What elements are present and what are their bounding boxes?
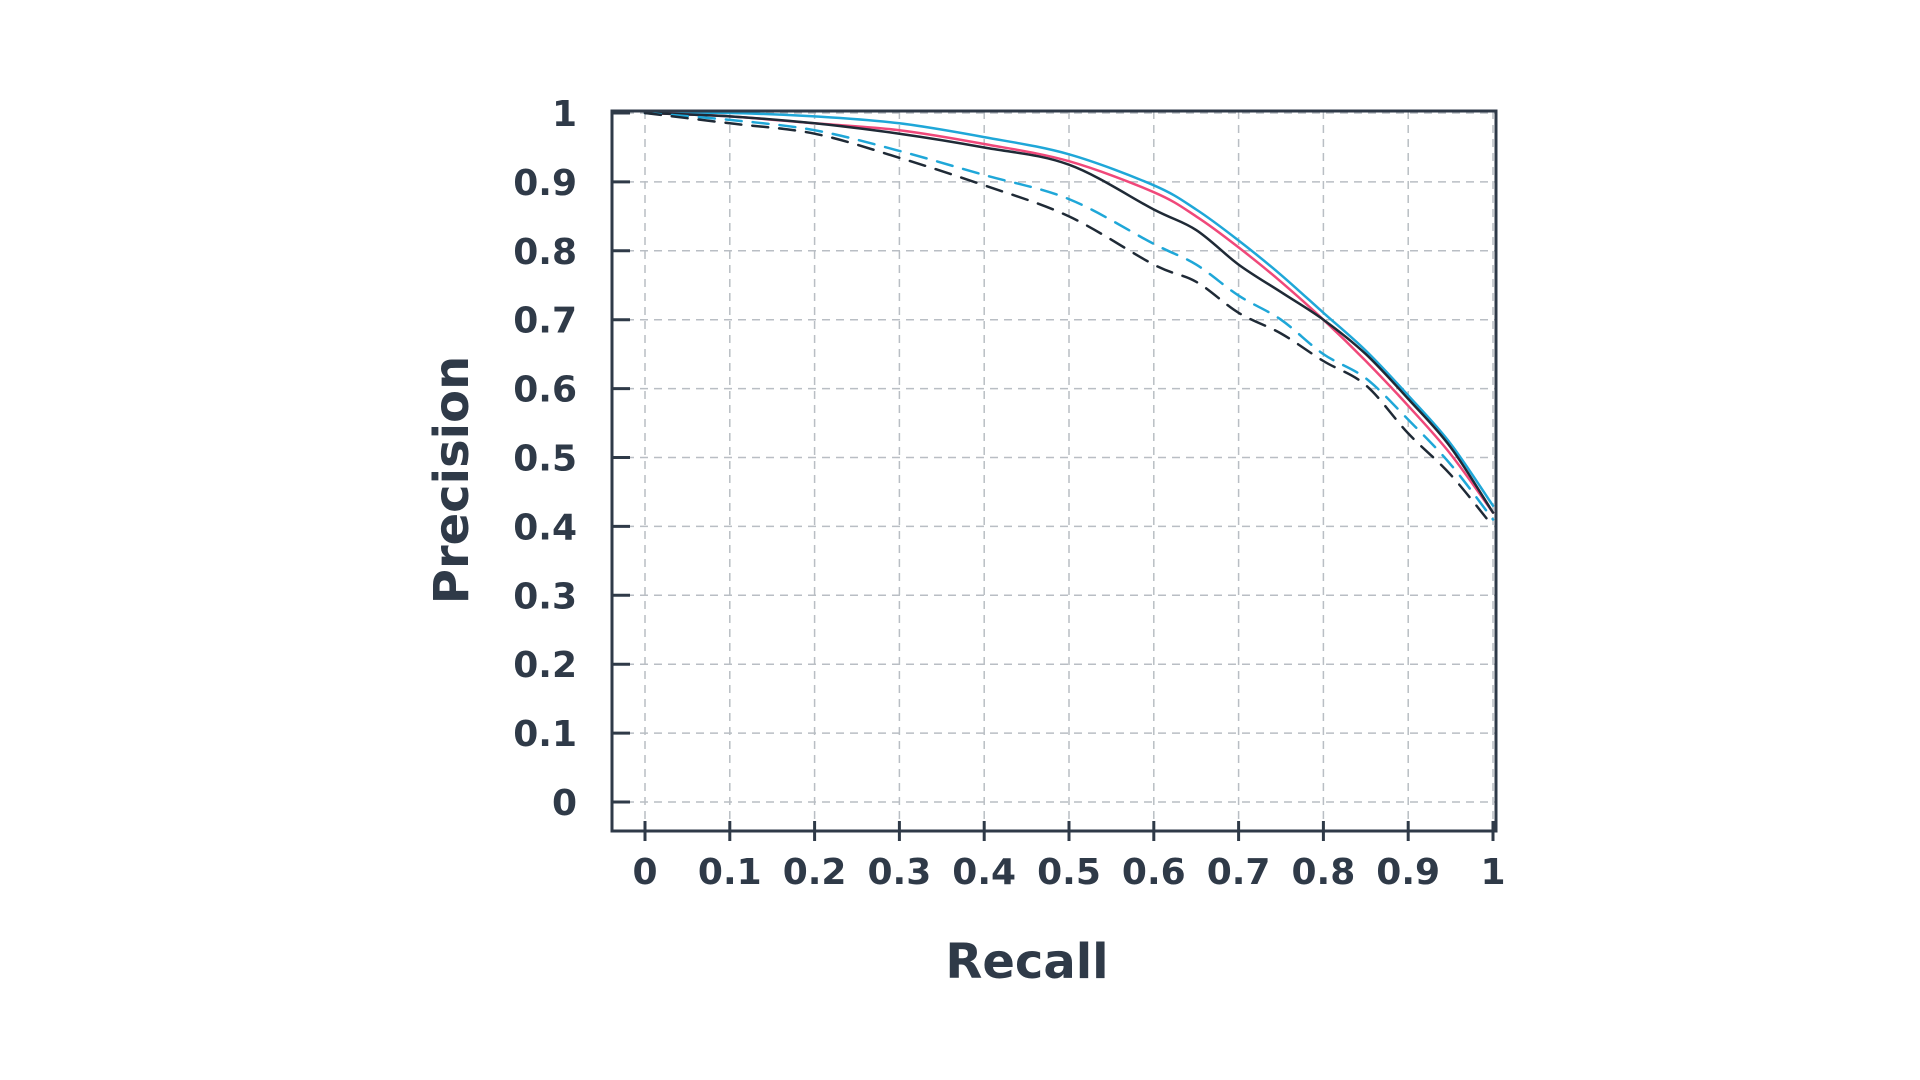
x-axis-title: Recall	[945, 934, 1108, 990]
series-line-1-solid	[643, 111, 1495, 507]
x-tick-label: 0.8	[1292, 852, 1356, 893]
x-tick-label: 0	[632, 852, 657, 893]
x-tick-label: 0.3	[868, 852, 932, 893]
x-tick-label: 0.4	[952, 852, 1016, 893]
y-tick-label: 0	[552, 783, 577, 824]
series-line-3-solid	[643, 111, 1495, 514]
x-tick-label: 0.6	[1122, 852, 1186, 893]
y-tick-label: 0.8	[513, 232, 577, 273]
x-tick-label: 0.7	[1207, 852, 1271, 893]
plot-frame	[610, 109, 1498, 833]
series-line-4-dashed	[643, 111, 1495, 521]
y-tick-label: 0.1	[513, 714, 577, 755]
y-tick-label: 0.6	[513, 370, 577, 411]
y-tick-label: 0.7	[513, 301, 577, 342]
x-tick-labels: 0 0.1 0.2 0.3 0.4 0.5 0.6 0.7 0.8 0.9 1	[632, 852, 1505, 893]
y-tick-label: 1	[552, 94, 577, 135]
y-tick-label: 0.3	[513, 576, 577, 617]
y-tick-label: 0.5	[513, 439, 577, 480]
x-tick-label: 0.1	[698, 852, 762, 893]
y-tick-label: 0.4	[513, 507, 577, 548]
x-tick-label: 0.9	[1376, 852, 1440, 893]
series-layer	[643, 111, 1495, 528]
grid-layer	[612, 111, 1496, 841]
y-tick-label: 0.2	[513, 645, 577, 686]
x-tick-label: 0.5	[1037, 852, 1101, 893]
x-tick-label: 1	[1480, 852, 1505, 893]
frame-layer	[610, 109, 1498, 833]
series-line-5-dashed	[643, 111, 1495, 528]
y-tick-labels: 0 0.1 0.2 0.3 0.4 0.5 0.6 0.7 0.8 0.9 1	[513, 94, 577, 824]
y-axis-title: Precision	[424, 356, 480, 604]
x-tick-label: 0.2	[783, 852, 847, 893]
y-tick-label: 0.9	[513, 163, 577, 204]
